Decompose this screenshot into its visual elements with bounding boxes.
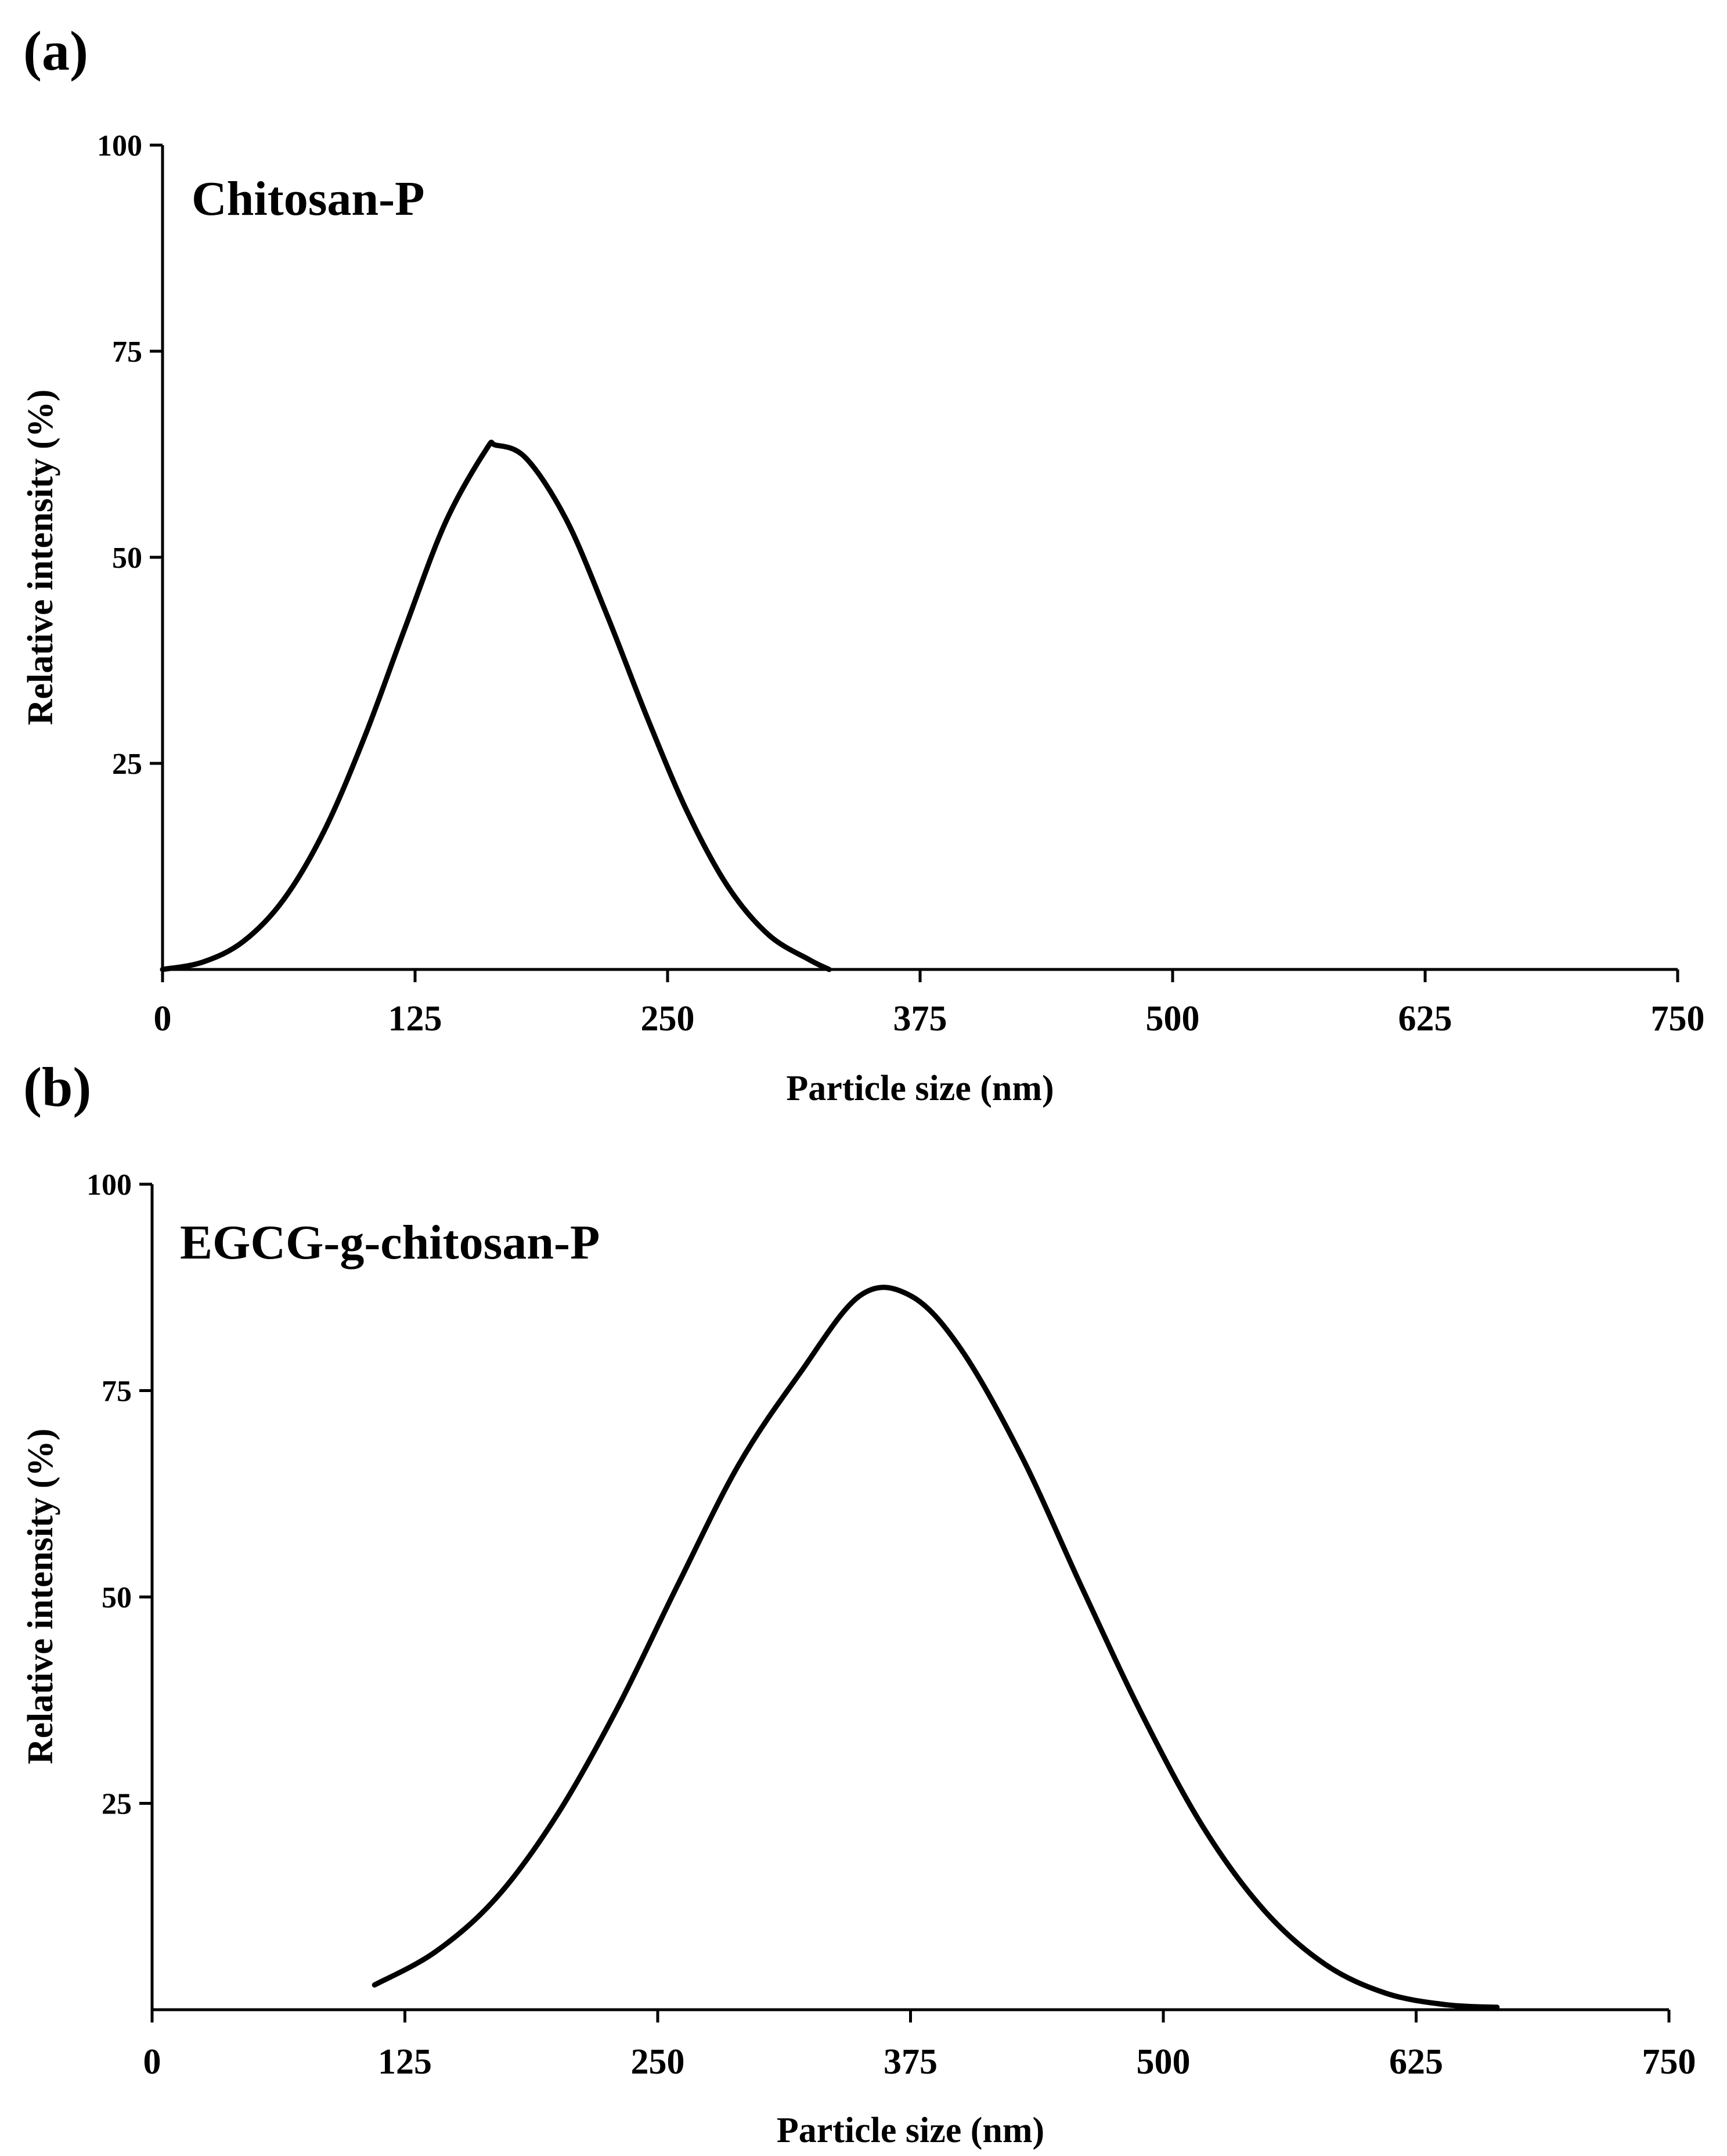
- x-tick-label: 625: [1389, 2042, 1443, 2082]
- x-tick-label: 125: [378, 2042, 432, 2082]
- x-tick-label: 250: [631, 2042, 685, 2082]
- y-tick-label: 50: [112, 542, 142, 575]
- x-tick-label: 125: [388, 999, 442, 1039]
- panel-label: (a): [23, 20, 88, 82]
- x-tick-label: 500: [1146, 999, 1200, 1039]
- x-tick-label: 0: [143, 2042, 161, 2082]
- x-axis-title: Particle size (nm): [786, 1069, 1054, 1108]
- y-axis-title: Relative intensity (%): [21, 390, 60, 726]
- panel-a: (a) 0 125 250 375 500 625 750 25 50 75 100 Particle …: [21, 20, 1705, 1108]
- series-label: Chitosan-P: [192, 172, 424, 226]
- x-tick-label: 750: [1651, 999, 1705, 1039]
- x-tick-label: 0: [154, 999, 172, 1039]
- series-line: [160, 439, 832, 972]
- y-tick-label: 75: [112, 336, 142, 369]
- y-tick-label: 25: [102, 1788, 132, 1821]
- x-tick-label: 500: [1137, 2042, 1191, 2082]
- y-tick-label: 100: [86, 1169, 132, 1202]
- panel-b: (b) 0 125 250 375 500 625 750 25 50 75 100 Particle …: [21, 1056, 1696, 2150]
- x-tick-label: 750: [1642, 2042, 1696, 2082]
- y-tick-label: 75: [102, 1375, 132, 1408]
- y-tick-label: 25: [112, 748, 142, 781]
- panel-label: (b): [23, 1056, 91, 1118]
- x-axis-title: Particle size (nm): [777, 2111, 1044, 2150]
- y-axis-title: Relative intensity (%): [21, 1429, 60, 1765]
- y-tick-label: 50: [102, 1581, 132, 1614]
- x-tick-label: 625: [1398, 999, 1452, 1039]
- x-tick-label: 375: [884, 2042, 938, 2082]
- y-tick-label: 100: [97, 129, 142, 163]
- series-line: [372, 1285, 1500, 2010]
- series-label: EGCG-g-chitosan-P: [180, 1216, 600, 1270]
- x-tick-label: 375: [893, 999, 947, 1039]
- x-tick-label: 250: [641, 999, 695, 1039]
